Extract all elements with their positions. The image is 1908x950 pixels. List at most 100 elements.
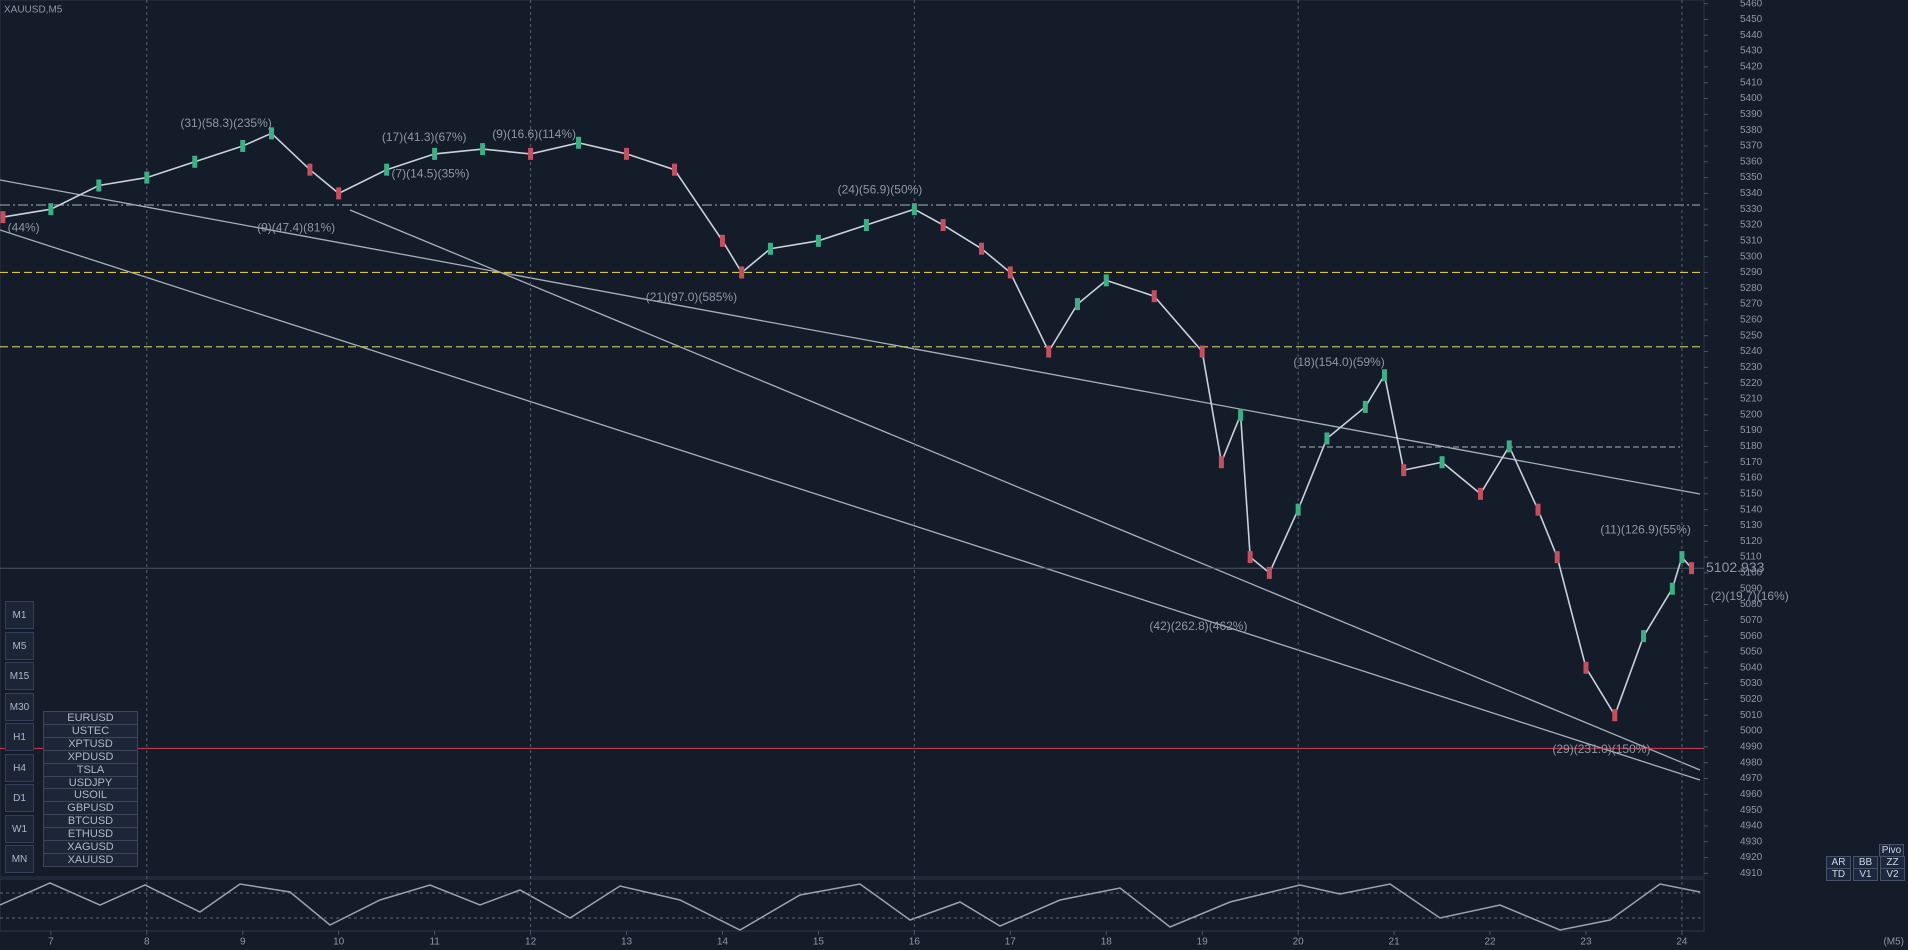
- y-tick-label: 5290: [1740, 267, 1763, 278]
- annotation: (29)(231.0)(150%): [1552, 742, 1650, 756]
- y-tick-label: 4910: [1740, 868, 1763, 879]
- candle: [528, 147, 534, 160]
- symbol-button[interactable]: XAGUSD: [43, 840, 138, 854]
- x-tick-label: 7: [48, 937, 54, 948]
- y-tick-label: 4980: [1740, 757, 1763, 768]
- y-tick-label: 4940: [1740, 821, 1763, 832]
- candle: [192, 155, 198, 168]
- y-tick-label: 5100: [1740, 568, 1763, 579]
- trend-line: [349, 209, 1701, 771]
- candle: [0, 211, 6, 224]
- y-tick-label: 5010: [1740, 710, 1763, 721]
- candle: [1266, 566, 1272, 579]
- y-tick-label: 5230: [1740, 362, 1763, 373]
- y-tick-label: 4950: [1740, 805, 1763, 816]
- candle: [480, 143, 486, 156]
- x-tick-label: 18: [1101, 937, 1113, 948]
- x-tick-label: 17: [1005, 937, 1017, 948]
- candle: [1362, 400, 1368, 413]
- x-tick-label: 24: [1676, 937, 1688, 948]
- y-tick-label: 4920: [1740, 852, 1763, 863]
- y-tick-label: 5040: [1740, 662, 1763, 673]
- y-tick-label: 5310: [1740, 235, 1763, 246]
- y-tick-label: 5140: [1740, 504, 1763, 515]
- indicator-button[interactable]: ZZ: [1880, 856, 1905, 869]
- candle: [1199, 345, 1205, 358]
- symbol-button[interactable]: BTCUSD: [43, 814, 138, 829]
- indicator-button[interactable]: V1: [1853, 868, 1878, 881]
- y-tick-label: 5440: [1740, 30, 1763, 41]
- timeframe-button[interactable]: H1: [5, 723, 34, 751]
- candle: [48, 203, 54, 216]
- timeframe-button[interactable]: M5: [5, 631, 34, 660]
- candle: [1689, 562, 1695, 575]
- timeframe-button[interactable]: M30: [5, 692, 34, 721]
- timeframe-button[interactable]: MN: [5, 845, 34, 873]
- candle: [432, 147, 438, 160]
- annotation: (21)(97.0)(585%): [646, 290, 737, 304]
- candle: [1046, 345, 1052, 358]
- y-tick-label: 5340: [1740, 188, 1763, 199]
- candle: [1295, 503, 1301, 516]
- trend-line: [0, 179, 1701, 495]
- y-tick-label: 5430: [1740, 46, 1763, 57]
- y-tick-label: 5280: [1740, 283, 1763, 294]
- symbol-button[interactable]: XPTUSD: [43, 736, 138, 751]
- indicator-button[interactable]: TD: [1826, 868, 1851, 881]
- candle: [1401, 464, 1407, 477]
- annotation: (31)(58.3)(235%): [180, 116, 271, 130]
- timeframe-button[interactable]: M1: [5, 601, 34, 629]
- candle: [269, 127, 275, 140]
- candle: [336, 187, 342, 200]
- y-tick-label: 5300: [1740, 251, 1763, 262]
- symbol-button[interactable]: GBPUSD: [43, 801, 138, 816]
- symbol-button[interactable]: USTEC: [43, 723, 138, 738]
- x-tick-label: 22: [1484, 937, 1496, 948]
- candle: [240, 139, 246, 152]
- candle: [1612, 709, 1618, 722]
- y-tick-label: 5370: [1740, 141, 1763, 152]
- candle: [1238, 408, 1244, 421]
- y-tick-label: 5080: [1740, 599, 1763, 610]
- indicator-button[interactable]: V2: [1880, 868, 1905, 881]
- y-tick-label: 5400: [1740, 93, 1763, 104]
- y-tick-label: 5200: [1740, 409, 1763, 420]
- y-tick-label: 4930: [1740, 836, 1763, 847]
- symbol-button[interactable]: TSLA: [43, 762, 138, 777]
- symbol-button[interactable]: XPDUSD: [43, 749, 138, 764]
- y-tick-label: 4990: [1740, 741, 1763, 752]
- candle: [1324, 432, 1330, 445]
- oscillator-frame: [0, 878, 1705, 932]
- candle: [144, 171, 150, 184]
- x-tick-label: 12: [525, 937, 537, 948]
- timeframe-button[interactable]: H4: [5, 753, 34, 782]
- timeframe-button[interactable]: W1: [5, 814, 34, 843]
- x-tick-label: 21: [1389, 937, 1401, 948]
- candle: [940, 219, 946, 232]
- candle: [739, 266, 745, 279]
- symbol-button[interactable]: ETHUSD: [43, 827, 138, 842]
- candle: [767, 242, 773, 255]
- y-tick-label: 5120: [1740, 536, 1763, 547]
- symbol-button[interactable]: EURUSD: [43, 711, 138, 725]
- candle: [1439, 456, 1445, 469]
- y-tick-label: 5460: [1740, 0, 1763, 9]
- x-tick-label: 11: [429, 937, 440, 948]
- timeframe-button[interactable]: D1: [5, 784, 34, 812]
- trend-lines: [0, 179, 1701, 781]
- symbol-button[interactable]: USOIL: [43, 788, 138, 803]
- y-tick-label: 5060: [1740, 631, 1763, 642]
- y-tick-label: 5220: [1740, 378, 1763, 389]
- candle: [979, 242, 985, 255]
- timeframe-button[interactable]: M15: [5, 662, 34, 690]
- y-tick-label: 5020: [1740, 694, 1763, 705]
- y-tick-label: 5130: [1740, 520, 1763, 531]
- annotation: (18)(154.0)(59%): [1293, 355, 1384, 369]
- candle: [815, 234, 821, 247]
- annotation: (11)(126.9)(55%): [1600, 522, 1690, 536]
- symbol-button[interactable]: USDJPY: [43, 775, 138, 790]
- annotation: (9)(47.4)(81%): [257, 220, 335, 234]
- symbol-button[interactable]: XAUUSD: [43, 852, 138, 867]
- y-tick-label: 5170: [1740, 457, 1763, 468]
